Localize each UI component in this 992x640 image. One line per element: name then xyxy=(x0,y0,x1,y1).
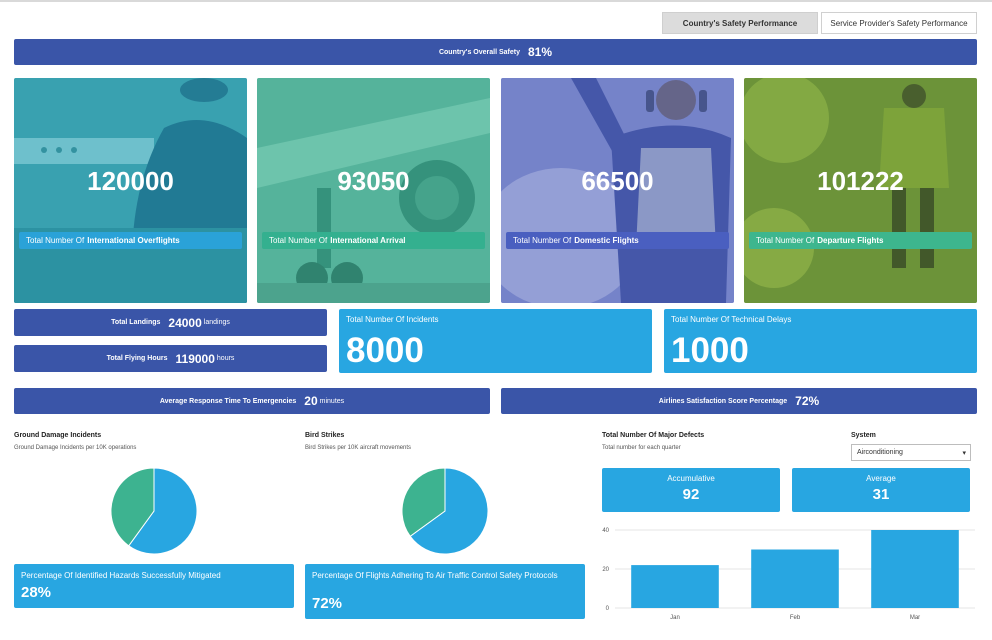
bar-feb xyxy=(751,549,839,608)
flying-hours-unit: hours xyxy=(216,355,235,362)
defects-bar-chart: 0 20 40 Jan Feb Mar xyxy=(602,528,975,621)
y-tick-label: 40 xyxy=(602,528,609,534)
average-label: Average xyxy=(866,474,896,483)
departure-label-prefix: Total Number Of xyxy=(756,236,815,245)
satisfaction-label: Airlines Satisfaction Score Percentage xyxy=(658,397,788,405)
accumulative-card: Accumulative 92 xyxy=(602,468,780,512)
incidents-card: Total Number Of Incidents 8000 xyxy=(339,309,652,373)
tab-service-provider-safety[interactable]: Service Provider's Safety Performance xyxy=(821,12,977,34)
bird-strikes-pie xyxy=(401,467,489,555)
system-select-value: Airconditioning xyxy=(857,449,903,456)
major-defects-subtitle: Total number for each quarter xyxy=(602,445,681,451)
ground-damage-pie xyxy=(110,467,198,555)
incidents-value: 8000 xyxy=(346,331,424,370)
satisfaction-banner: Airlines Satisfaction Score Percentage 7… xyxy=(501,388,977,414)
delays-label: Total Number Of Technical Delays xyxy=(671,315,792,324)
y-tick-label: 20 xyxy=(602,567,609,573)
total-landings-banner: Total Landings 24000 landings xyxy=(14,309,327,336)
bird-strikes-title: Bird Strikes xyxy=(305,432,345,439)
domestic-label-prefix: Total Number Of xyxy=(513,236,572,245)
ground-damage-title: Ground Damage Incidents xyxy=(14,432,102,439)
card-international-overflights: 120000 Total Number Of International Over… xyxy=(14,78,247,303)
tab-country-safety[interactable]: Country's Safety Performance xyxy=(662,12,818,34)
marshaller-photo xyxy=(501,78,734,303)
ground-damage-subtitle: Ground Damage Incidents per 10K operatio… xyxy=(14,445,137,451)
hazards-mitigated-value: 28% xyxy=(21,584,52,601)
incidents-label: Total Number Of Incidents xyxy=(346,315,439,324)
overflights-label-bold: International Overflights xyxy=(87,236,180,245)
landings-value: 24000 xyxy=(168,315,202,330)
card-departure-flights: 101222 Total Number Of Departure Flights xyxy=(744,78,977,303)
bar-mar xyxy=(871,530,959,608)
domestic-value: 66500 xyxy=(581,166,654,196)
card-domestic-flights: 66500 Total Number Of Domestic Flights xyxy=(501,78,734,303)
domestic-label: Total Number Of Domestic Flights xyxy=(506,232,729,249)
satisfaction-value: 72% xyxy=(795,394,820,408)
accumulative-value: 92 xyxy=(682,486,700,503)
departure-label: Total Number Of Departure Flights xyxy=(749,232,972,249)
flying-hours-value: 119000 xyxy=(175,351,215,366)
arrival-label-prefix: Total Number Of xyxy=(269,236,328,245)
bird-strikes-pie-slice-1 xyxy=(401,467,446,537)
flying-hours-label: Total Flying Hours xyxy=(106,355,168,362)
response-unit: minutes xyxy=(319,397,345,405)
arrival-label: Total Number Of International Arrival xyxy=(262,232,485,249)
atc-adherence-value: 72% xyxy=(312,595,343,612)
aircraft-gear-photo xyxy=(257,78,490,303)
bar-jan xyxy=(631,565,719,608)
landings-label: Total Landings xyxy=(111,319,161,326)
ground-crew-photo xyxy=(744,78,977,303)
major-defects-title: Total Number Of Major Defects xyxy=(602,432,705,439)
total-flying-hours-banner: Total Flying Hours 119000 hours xyxy=(14,345,327,372)
hazards-mitigated-label: Percentage Of Identified Hazards Success… xyxy=(21,571,221,580)
top-divider xyxy=(0,0,992,2)
response-label: Average Response Time To Emergencies xyxy=(159,397,297,405)
chevron-down-icon: ▾ xyxy=(962,450,966,457)
card-international-arrival: 93050 Total Number Of International Arriv… xyxy=(257,78,490,303)
response-value: 20 xyxy=(304,394,318,408)
bird-strikes-subtitle: Bird Strikes per 10K aircraft movements xyxy=(305,445,412,451)
ground-damage-pie-slice-0 xyxy=(128,467,198,555)
hazards-mitigated-card: Percentage Of Identified Hazards Success… xyxy=(14,564,294,608)
departure-value: 101222 xyxy=(817,166,904,196)
average-card: Average 31 xyxy=(792,468,970,512)
overall-safety-label: Country's Overall Safety xyxy=(438,48,520,56)
arrival-label-bold: International Arrival xyxy=(330,236,406,245)
atc-adherence-label: Percentage Of Flights Adhering To Air Tr… xyxy=(312,571,558,580)
landings-unit: landings xyxy=(203,319,230,326)
technical-delays-card: Total Number Of Technical Delays 1000 xyxy=(664,309,977,373)
overall-safety-value: 81% xyxy=(528,45,553,59)
atc-adherence-card: Percentage Of Flights Adhering To Air Tr… xyxy=(305,564,585,619)
departure-label-bold: Departure Flights xyxy=(817,236,884,245)
overflights-label-prefix: Total Number Of xyxy=(26,236,85,245)
delays-value: 1000 xyxy=(671,331,749,370)
domestic-label-bold: Domestic Flights xyxy=(574,236,639,245)
arrival-value: 93050 xyxy=(337,166,410,196)
response-time-banner: Average Response Time To Emergencies 20 … xyxy=(14,388,490,414)
x-tick-label: Jan xyxy=(670,615,680,621)
overflights-value: 120000 xyxy=(87,166,174,196)
average-value: 31 xyxy=(872,486,890,503)
x-tick-label: Mar xyxy=(910,615,920,621)
system-select[interactable]: Airconditioning ▾ xyxy=(851,444,971,461)
ground-damage-pie-slice-1 xyxy=(110,467,155,547)
overall-safety-banner: Country's Overall Safety 81% xyxy=(14,39,977,65)
card-tint xyxy=(14,78,247,303)
y-tick-label: 0 xyxy=(606,606,610,612)
x-tick-label: Feb xyxy=(790,615,801,621)
apron-worker-photo xyxy=(14,78,247,303)
system-label: System xyxy=(851,432,876,439)
accumulative-label: Accumulative xyxy=(667,474,715,483)
bird-strikes-pie-slice-0 xyxy=(409,467,489,555)
overflights-label: Total Number Of International Overflights xyxy=(19,232,242,249)
